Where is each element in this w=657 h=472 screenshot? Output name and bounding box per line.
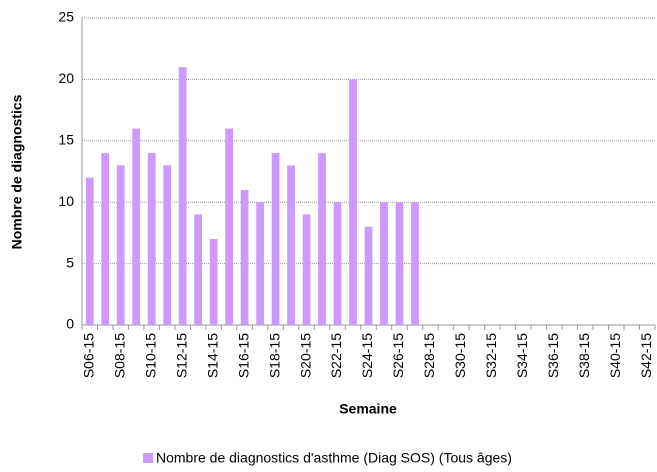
y-tick-label: 25 [58,9,74,25]
legend-label: Nombre de diagnostics d'asthme (Diag SOS… [156,450,512,466]
y-tick-label: 20 [58,70,74,86]
y-tick-label: 15 [58,132,74,148]
legend-swatch [143,453,153,463]
x-tick-label: S12-15 [173,333,189,378]
x-axis-title: Semaine [339,401,397,417]
bar [256,202,264,325]
bar [101,153,110,325]
x-tick-label: S24-15 [359,333,375,378]
bar [318,153,326,325]
bar [116,165,125,325]
bar [240,189,249,325]
bar [349,79,357,326]
bar [194,214,203,325]
bar [178,67,187,326]
x-tick-label: S18-15 [266,333,282,378]
y-axis-title: Nombre de diagnostics [9,94,25,249]
bar [395,202,404,325]
bar [147,153,156,325]
bar [132,128,141,325]
x-tick-label: S34-15 [514,333,530,378]
bar [271,153,280,325]
y-tick-label: 0 [66,316,74,332]
bar [380,202,388,325]
x-tick-label: S14-15 [204,333,220,378]
bar [302,214,311,325]
x-tick-label: S40-15 [607,333,623,378]
bar [163,165,172,325]
x-tick-label: S30-15 [452,333,468,378]
x-tick-label: S36-15 [545,333,561,378]
bar [209,239,218,325]
x-tick-label: S38-15 [576,333,592,378]
bar [85,177,94,325]
bar [364,226,373,325]
x-tick-label: S26-15 [390,333,406,378]
x-tick-label: S28-15 [421,333,437,378]
x-tick-label: S32-15 [483,333,499,378]
bar [333,202,342,325]
y-tick-label: 10 [58,193,74,209]
x-tick-label: S42-15 [638,333,654,378]
y-tick-label: 5 [66,254,74,270]
x-tick-label: S22-15 [328,333,344,378]
x-tick-label: S16-15 [235,333,251,378]
x-tick-label: S20-15 [297,333,313,378]
x-tick-label: S06-15 [80,333,96,378]
bar [225,128,233,325]
x-tick-label: S10-15 [142,333,158,378]
bar [411,202,419,325]
bar [287,165,295,325]
x-tick-label: S08-15 [111,333,127,378]
